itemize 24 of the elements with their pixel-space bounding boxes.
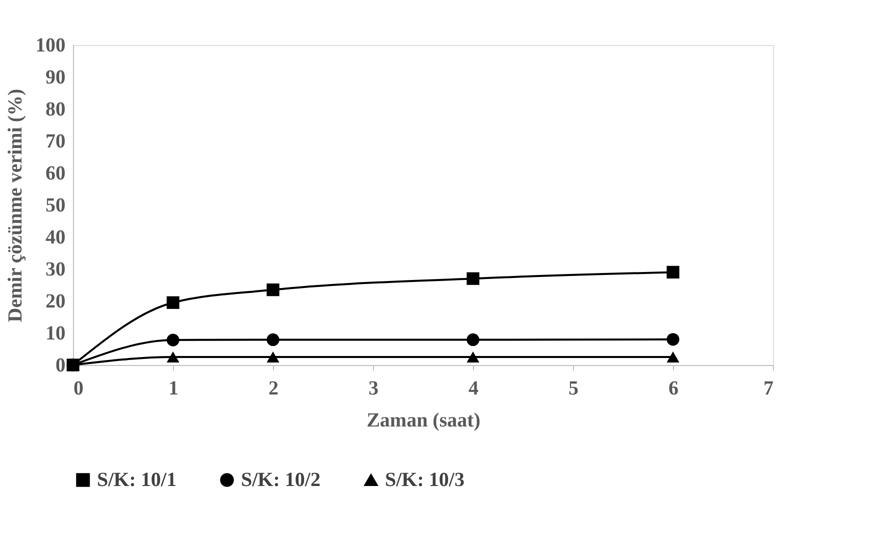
x-tick-label: 1 — [168, 378, 178, 400]
y-tick-label: 40 — [46, 226, 66, 248]
x-tick-label: 4 — [468, 378, 478, 400]
y-tick-label: 50 — [46, 194, 66, 216]
x-tick-label: 6 — [668, 378, 678, 400]
legend-label: S/K: 10/1 — [97, 469, 176, 491]
y-axis-title: Demir çözünme verimi (%) — [4, 88, 26, 322]
y-tick-label: 10 — [46, 322, 66, 344]
y-tick-label: 60 — [46, 162, 66, 184]
y-tick-label: 90 — [46, 66, 66, 88]
y-tick-label: 0 — [56, 354, 66, 376]
x-tick-label: 0 — [74, 378, 84, 400]
y-tick-label: 80 — [46, 98, 66, 120]
x-tick-label: 5 — [568, 378, 578, 400]
x-tick-label: 3 — [368, 378, 378, 400]
x-axis-title: Zaman (saat) — [366, 410, 480, 432]
y-tick-label: 70 — [46, 130, 66, 152]
legend-label: S/K: 10/2 — [241, 469, 320, 491]
y-tick-label: 100 — [36, 34, 66, 56]
x-tick-label: 2 — [268, 378, 278, 400]
x-tick-label: 7 — [764, 378, 774, 400]
y-tick-label: 20 — [46, 290, 66, 312]
y-tick-label: 30 — [46, 258, 66, 280]
legend-label: S/K: 10/3 — [385, 469, 464, 491]
